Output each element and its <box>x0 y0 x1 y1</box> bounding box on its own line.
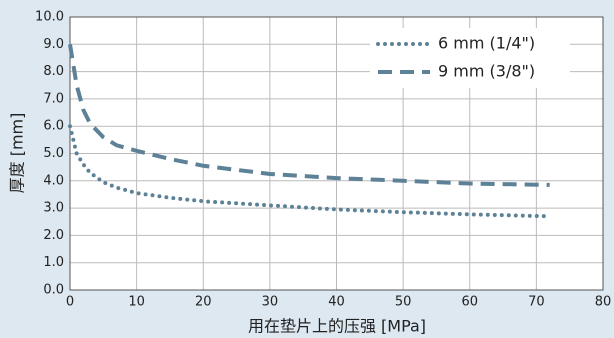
series-line <box>68 43 550 187</box>
y-tick-label: 0.0 <box>43 283 64 298</box>
y-tick-label: 8.0 <box>43 64 64 79</box>
y-tick-label: 2.0 <box>43 228 64 243</box>
x-tick-label: 20 <box>195 295 212 310</box>
legend-label: 6 mm (1/4") <box>438 34 535 53</box>
y-tick-label: 5.0 <box>43 146 64 161</box>
y-tick-label: 6.0 <box>43 119 64 134</box>
x-tick-label: 0 <box>66 295 74 310</box>
y-tick-label: 10.0 <box>35 10 64 25</box>
series-line <box>68 124 552 219</box>
plot-frame <box>69 16 604 291</box>
x-axis-label: 用在垫片上的压强 [MPa] <box>248 317 426 336</box>
x-tick-label: 30 <box>262 295 279 310</box>
legend-box <box>370 28 570 88</box>
y-tick-label: 4.0 <box>43 173 64 188</box>
y-tick-label: 7.0 <box>43 91 64 106</box>
x-tick-label: 40 <box>328 295 345 310</box>
legend-label: 9 mm (3/8") <box>438 62 535 81</box>
y-tick-label: 1.0 <box>43 255 64 270</box>
y-tick-label: 3.0 <box>43 201 64 216</box>
x-tick-label: 80 <box>595 295 612 310</box>
x-tick-label: 70 <box>528 295 545 310</box>
x-tick-label: 50 <box>395 295 412 310</box>
y-tick-label: 9.0 <box>43 37 64 52</box>
y-axis-label: 厚度 [mm] <box>8 113 27 194</box>
x-tick-label: 10 <box>128 295 145 310</box>
x-tick-label: 60 <box>461 295 478 310</box>
